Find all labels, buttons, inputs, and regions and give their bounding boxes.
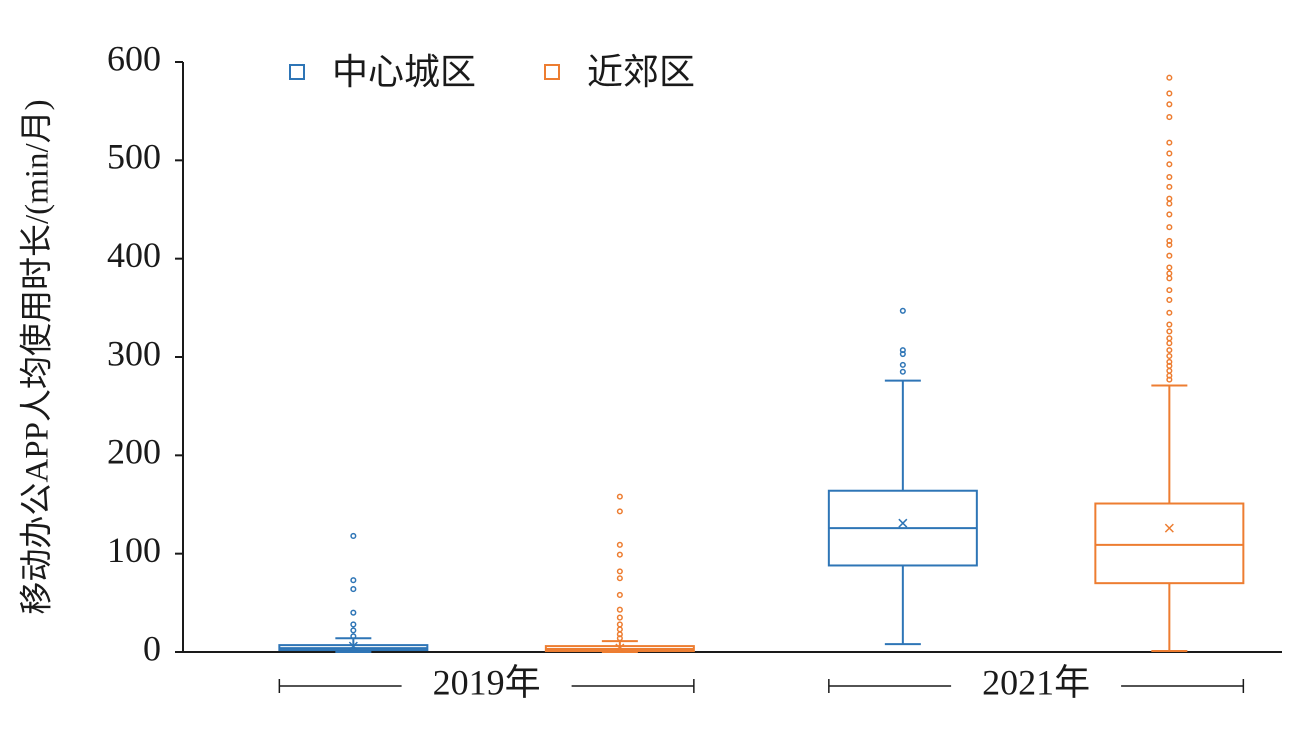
outlier — [1166, 139, 1173, 146]
outlier — [1166, 174, 1173, 181]
outlier — [1166, 101, 1173, 108]
outlier — [1166, 211, 1173, 218]
mean-marker — [1164, 523, 1174, 533]
outlier — [1166, 150, 1173, 157]
y-tick-label: 600 — [107, 38, 161, 78]
outlier — [1166, 275, 1173, 282]
box — [1094, 502, 1245, 585]
outlier — [1166, 347, 1173, 354]
x-tick-label: 2021年 — [982, 662, 1090, 702]
outlier — [616, 575, 623, 582]
outlier — [1166, 114, 1173, 121]
mean-marker — [898, 518, 908, 528]
outlier — [1166, 335, 1173, 342]
outlier — [1166, 296, 1173, 304]
outlier — [1166, 264, 1173, 271]
outlier — [1166, 195, 1173, 202]
outlier — [1166, 270, 1173, 277]
outlier — [350, 627, 357, 634]
y-tick-label: 100 — [107, 530, 161, 570]
outlier — [1166, 340, 1173, 347]
outlier — [1166, 321, 1173, 328]
outlier — [350, 586, 357, 593]
outlier — [616, 621, 623, 628]
outlier — [616, 551, 623, 558]
outlier — [1166, 200, 1173, 207]
outlier — [350, 621, 357, 628]
outlier — [1166, 161, 1173, 168]
outlier — [1166, 328, 1173, 335]
outlier — [350, 532, 357, 540]
outlier — [616, 614, 623, 621]
outlier — [899, 307, 906, 314]
legend-swatch — [289, 64, 305, 80]
outlier — [616, 508, 623, 515]
outlier — [1166, 372, 1173, 379]
outlier — [899, 368, 906, 375]
outlier — [350, 609, 357, 616]
mean-marker — [348, 641, 358, 651]
outlier — [1166, 287, 1173, 294]
y-tick-label: 400 — [107, 235, 161, 275]
outlier — [616, 626, 623, 633]
x-tick-label: 2019年 — [433, 662, 541, 702]
outlier — [616, 631, 623, 638]
outlier — [350, 577, 357, 584]
outlier — [616, 541, 623, 548]
outlier — [1166, 183, 1173, 190]
outlier — [616, 606, 623, 613]
outlier — [616, 591, 623, 599]
outlier — [899, 361, 906, 368]
outlier — [1166, 367, 1173, 374]
legend-label: 近郊区 — [587, 52, 695, 93]
outlier — [616, 568, 623, 575]
outlier — [1166, 74, 1173, 81]
outlier — [1166, 358, 1173, 365]
outlier — [1166, 352, 1173, 360]
y-tick-label: 300 — [107, 333, 161, 373]
mean-marker — [615, 643, 625, 653]
outlier — [1166, 224, 1173, 231]
legend-swatch — [544, 64, 560, 80]
y-axis-label: 移动办公APP人均使用时长/(min/月) — [19, 99, 56, 614]
outlier — [350, 633, 357, 640]
outlier — [899, 347, 906, 354]
outlier — [1166, 309, 1173, 316]
outlier — [1166, 252, 1173, 259]
outlier — [1166, 90, 1173, 97]
outlier — [1166, 237, 1173, 245]
outlier — [616, 493, 623, 500]
y-tick-label: 0 — [143, 628, 161, 668]
legend-label: 中心城区 — [332, 52, 476, 93]
y-tick-label: 200 — [107, 432, 161, 472]
y-tick-label: 500 — [107, 137, 161, 177]
